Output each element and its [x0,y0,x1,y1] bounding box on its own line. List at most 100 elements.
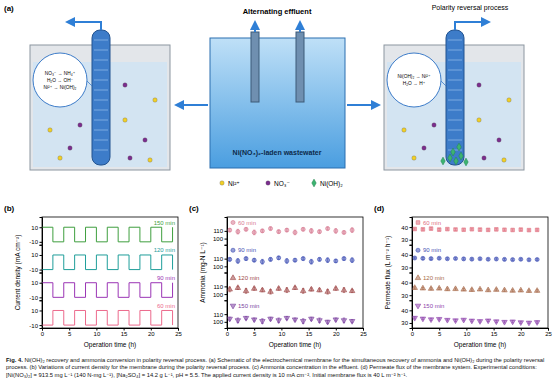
membrane-mesh [448,140,462,141]
x-tick-label: 20 [518,331,525,337]
membrane-mesh [94,150,108,151]
data-point [428,318,433,323]
caption: Fig. 4. Ni(OH)₂ recovery and ammonia con… [6,357,548,379]
plot-data [412,316,540,326]
data-point [485,319,490,324]
x-tick-mark [521,328,522,331]
legend-marker [230,304,235,309]
y-axis: -10 10 [29,273,42,301]
ion-icon [48,128,52,132]
membrane-mesh [94,90,108,91]
data-point [350,228,354,232]
legend-label: 150 min [423,303,444,309]
error-bar [462,229,464,231]
data-point [317,287,322,292]
data-point [527,258,531,262]
y-axis: 3040 [401,273,412,301]
membrane-mesh [448,80,462,81]
data-point [461,286,466,291]
data-point [502,257,506,261]
data-point [260,287,265,292]
data-point [251,286,256,291]
data-point [527,228,531,232]
x-tick: 5 [253,328,257,337]
y-tick-label: 100 [213,319,224,325]
data-point [276,319,281,324]
data-point [485,287,490,292]
x-tick-label: 0 [411,331,415,337]
data-point [526,321,531,326]
error-bar [229,229,231,232]
reaction-text: Ni²⁺ → Ni(OH)₂ [44,85,77,90]
caption-label: Fig. 4. [6,357,23,363]
x-tick: 0 [411,328,415,337]
x-tick-mark [412,328,413,331]
ion-icon [143,138,147,142]
x-tick-label: 5 [253,331,257,337]
data-point [300,288,305,293]
legend-marker [230,275,235,280]
data-point [284,287,289,292]
y-tick-label: 10 [31,280,38,286]
error-bar [495,258,497,260]
error-bar [253,259,255,262]
membrane-mesh [448,60,462,61]
error-bar [471,228,473,230]
error-bar [294,230,296,235]
ion-icon [432,123,436,127]
x-tick-mark [227,328,228,331]
panel-label: (b) [4,204,15,213]
data-point [285,228,289,232]
membrane-mesh [94,120,108,121]
membrane-mesh [448,40,462,41]
legend-label: 60 min [238,220,256,226]
error-bar [326,227,328,230]
membrane-mesh [94,100,108,101]
x-tick: 25 [175,328,182,337]
x-tick-mark [42,328,43,331]
y-tick: 40 [401,252,412,258]
data-point [469,287,474,292]
x-tick: 5 [438,328,442,337]
error-bar [318,230,320,233]
error-bar [528,229,530,231]
y-axis: -1010 [29,301,42,329]
data-point [535,228,539,232]
tank-label: Ni(NO₃)₂-laden wastewater [233,149,322,157]
plot-data [412,285,540,293]
ion-icon [220,181,224,185]
error-bar [511,229,513,231]
data-point [285,259,289,263]
y-tick: 10 [31,252,42,258]
x-tick-label: 5 [68,331,72,337]
error-bar [245,257,247,260]
x-tick: 15 [306,328,313,337]
flow-arrow [299,22,301,32]
data-point [252,258,256,262]
data-point [469,319,474,324]
effluent-pipe [455,22,489,30]
error-bar [495,228,497,230]
plot-frame [227,217,363,328]
chart-panel: (b)-1010150 min-1010120 min-101090 min-1… [4,204,182,349]
ion-icon [507,98,511,102]
membrane-electrode [92,30,110,165]
y-tick: 30 [401,237,412,243]
x-tick-mark [494,328,495,331]
error-bar [536,229,538,231]
data-point [309,317,314,322]
y-tick-label: 30 [401,237,408,243]
y-tick-label: -10 [29,295,38,301]
feed-tank [176,22,379,168]
y-tick-label: 30 [401,293,408,299]
y-tick: 110 [213,312,227,318]
data-point [317,230,321,234]
y-tick-label: 110 [213,312,223,318]
membrane-mesh [94,50,108,51]
data-point [518,287,523,292]
ion-icon [451,148,456,156]
error-bar [335,229,337,234]
legend-label: 60 min [423,220,441,226]
x-axis: 0510152025 [41,328,183,337]
data-point [293,258,297,262]
